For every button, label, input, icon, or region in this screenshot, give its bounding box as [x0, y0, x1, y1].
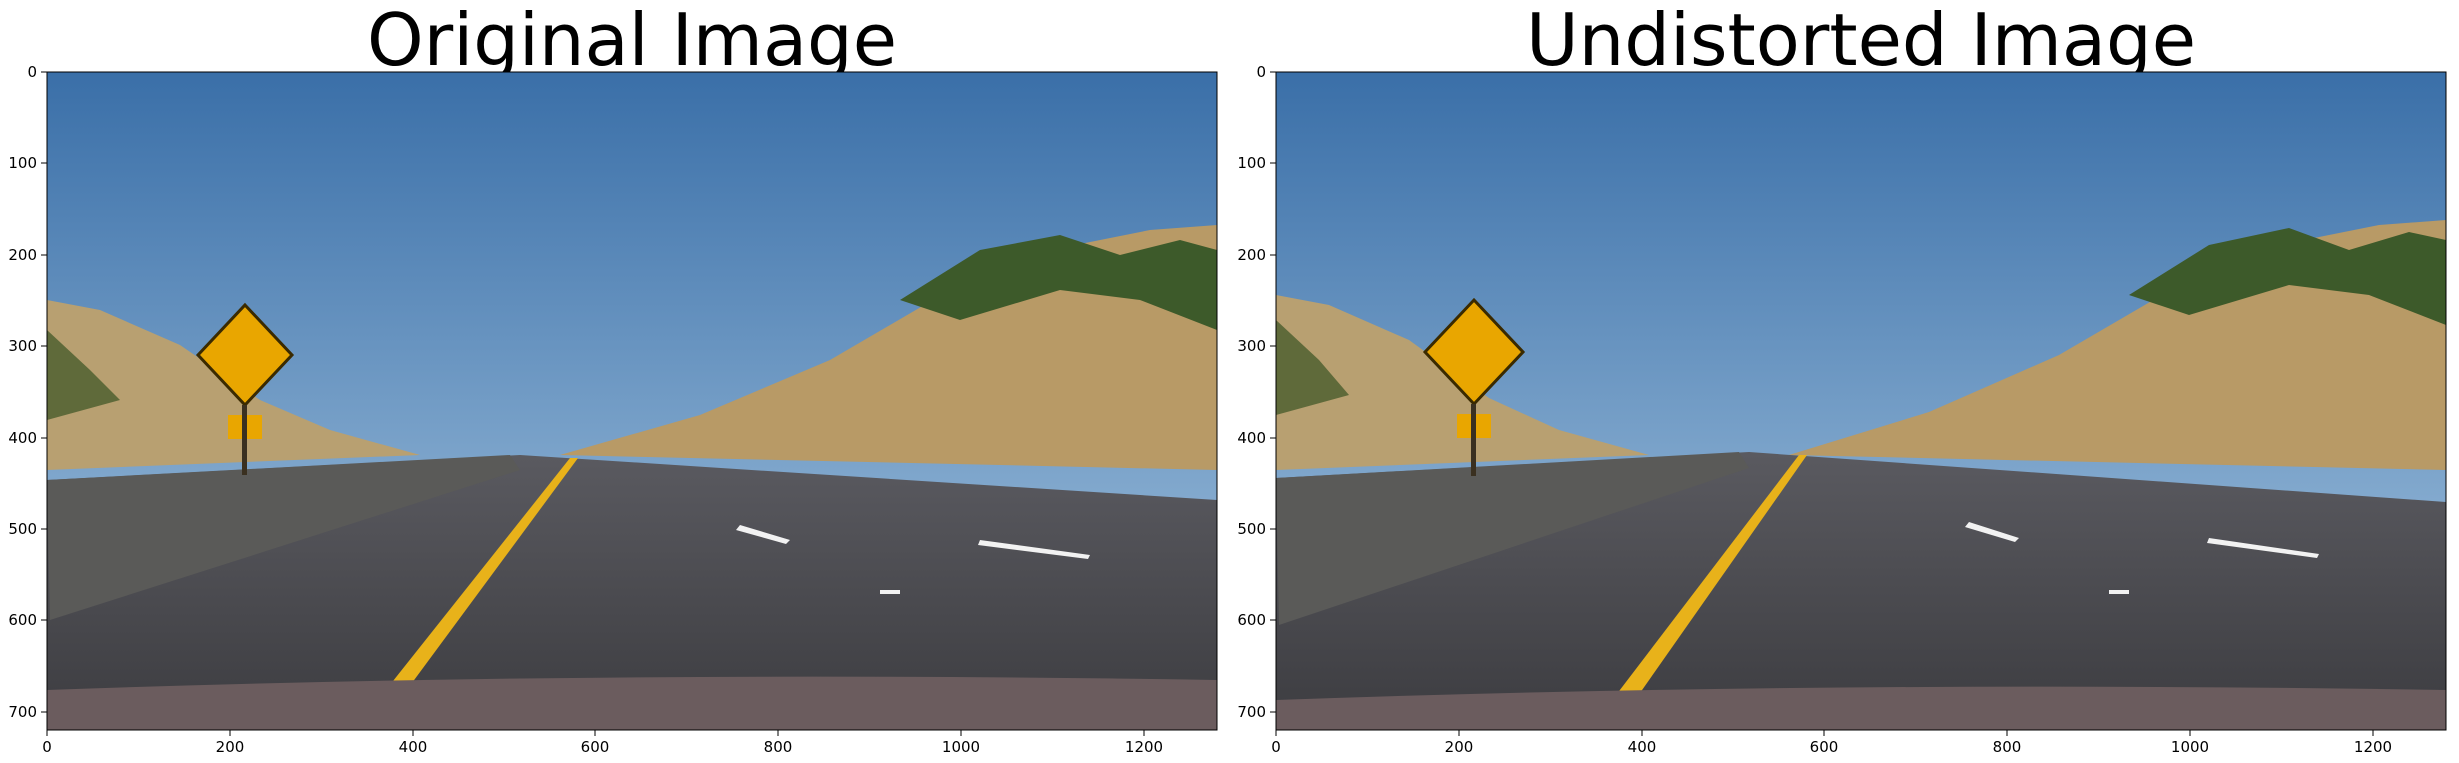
y-axis-ticks: 0 100 200 300 400 500 600 700 — [1237, 63, 1276, 721]
y-tick: 300 — [8, 337, 47, 355]
y-tick-label: 400 — [8, 429, 37, 447]
x-tick-label: 1200 — [2354, 738, 2392, 756]
y-tick-label: 100 — [1237, 154, 1266, 172]
x-tick-label: 1000 — [2171, 738, 2209, 756]
x-tick: 400 — [1628, 730, 1657, 756]
x-tick: 400 — [399, 730, 428, 756]
y-tick: 400 — [1237, 429, 1276, 447]
x-tick: 1000 — [942, 730, 980, 756]
x-tick-label: 400 — [399, 738, 428, 756]
y-tick: 700 — [8, 703, 47, 721]
y-tick: 200 — [1237, 246, 1276, 264]
y-tick: 0 — [27, 63, 47, 81]
axes-undistorted: 0 200 400 600 800 1000 1200 0 100 200 30… — [1237, 63, 2447, 756]
y-tick-label: 700 — [1237, 703, 1266, 721]
x-tick: 0 — [42, 730, 52, 756]
y-tick-label: 500 — [1237, 520, 1266, 538]
x-tick: 1200 — [1125, 730, 1163, 756]
panel-original: Original Image — [8, 0, 1218, 756]
y-tick: 0 — [1256, 63, 1276, 81]
x-tick: 1000 — [2171, 730, 2209, 756]
x-tick-label: 800 — [764, 738, 793, 756]
y-tick: 500 — [1237, 520, 1276, 538]
y-tick-label: 700 — [8, 703, 37, 721]
x-tick-label: 400 — [1628, 738, 1657, 756]
y-tick-label: 600 — [8, 611, 37, 629]
y-tick: 300 — [1237, 337, 1276, 355]
y-tick-label: 200 — [8, 246, 37, 264]
x-tick-label: 600 — [1810, 738, 1839, 756]
x-tick-label: 1000 — [942, 738, 980, 756]
y-tick: 100 — [8, 154, 47, 172]
y-tick: 500 — [8, 520, 47, 538]
axes-original: 0 200 400 600 800 1000 1200 0 100 200 30… — [8, 63, 1218, 756]
panel-title: Original Image — [366, 0, 898, 82]
x-tick: 600 — [1810, 730, 1839, 756]
y-tick-label: 0 — [1256, 63, 1266, 81]
y-tick: 700 — [1237, 703, 1276, 721]
x-tick: 0 — [1271, 730, 1281, 756]
y-tick-label: 100 — [8, 154, 37, 172]
y-axis-ticks: 0 100 200 300 400 500 600 700 — [8, 63, 47, 721]
x-tick: 200 — [1445, 730, 1474, 756]
y-tick-label: 0 — [27, 63, 37, 81]
x-tick-label: 200 — [216, 738, 245, 756]
x-tick: 800 — [1993, 730, 2022, 756]
y-tick-label: 400 — [1237, 429, 1266, 447]
x-tick: 200 — [216, 730, 245, 756]
y-tick: 100 — [1237, 154, 1276, 172]
x-tick: 600 — [581, 730, 610, 756]
photo-undistorted — [1276, 72, 2446, 730]
y-tick-label: 200 — [1237, 246, 1266, 264]
y-tick-label: 500 — [8, 520, 37, 538]
x-tick-label: 200 — [1445, 738, 1474, 756]
panel-undistorted: Undistorted Image — [1229, 0, 2459, 763]
x-tick-label: 800 — [1993, 738, 2022, 756]
y-tick-label: 300 — [8, 337, 37, 355]
x-tick-label: 1200 — [1125, 738, 1163, 756]
y-tick: 600 — [8, 611, 47, 629]
y-tick-label: 300 — [1237, 337, 1266, 355]
y-tick: 600 — [1237, 611, 1276, 629]
x-tick-label: 0 — [1271, 738, 1281, 756]
panel-title: Undistorted Image — [1525, 0, 2197, 82]
y-tick: 400 — [8, 429, 47, 447]
x-axis-ticks: 0 200 400 600 800 1000 1200 — [42, 730, 1163, 756]
x-tick-label: 600 — [581, 738, 610, 756]
x-tick-label: 0 — [42, 738, 52, 756]
x-axis-ticks: 0 200 400 600 800 1000 1200 — [1271, 730, 2392, 756]
x-tick: 1200 — [2354, 730, 2392, 756]
y-tick: 200 — [8, 246, 47, 264]
y-tick-label: 600 — [1237, 611, 1266, 629]
x-tick: 800 — [764, 730, 793, 756]
photo-original — [47, 72, 1217, 730]
